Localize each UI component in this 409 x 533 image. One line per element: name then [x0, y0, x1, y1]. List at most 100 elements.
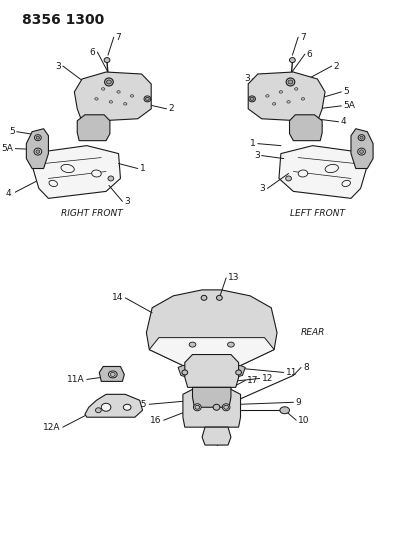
Text: 4: 4 [339, 117, 345, 126]
Ellipse shape [285, 176, 291, 181]
Ellipse shape [357, 148, 364, 155]
Text: 13: 13 [227, 273, 239, 282]
Text: 5A: 5A [342, 101, 354, 110]
Text: 1: 1 [249, 139, 255, 148]
Ellipse shape [123, 404, 131, 410]
Ellipse shape [95, 408, 101, 413]
Text: 3: 3 [244, 75, 249, 84]
Ellipse shape [285, 78, 294, 86]
Polygon shape [202, 427, 230, 445]
Polygon shape [278, 146, 366, 198]
Polygon shape [146, 290, 276, 366]
Text: 9: 9 [294, 398, 300, 407]
Text: 3: 3 [259, 184, 265, 193]
Text: 3: 3 [124, 197, 130, 206]
Ellipse shape [286, 101, 290, 103]
Ellipse shape [301, 98, 304, 100]
Ellipse shape [248, 96, 255, 102]
Ellipse shape [109, 101, 112, 103]
Ellipse shape [108, 371, 117, 378]
Polygon shape [184, 354, 238, 387]
Text: 16: 16 [150, 416, 162, 425]
Text: 2: 2 [168, 104, 174, 114]
Text: 5: 5 [342, 87, 348, 96]
Ellipse shape [356, 151, 363, 156]
Text: 10: 10 [297, 416, 309, 425]
Ellipse shape [104, 58, 110, 62]
Ellipse shape [194, 405, 199, 409]
Text: 6: 6 [306, 50, 312, 59]
Text: 2: 2 [333, 61, 339, 70]
Ellipse shape [194, 357, 200, 360]
Polygon shape [289, 115, 321, 141]
Ellipse shape [223, 405, 228, 409]
Ellipse shape [288, 80, 292, 84]
Ellipse shape [110, 373, 115, 376]
Text: 6: 6 [90, 47, 95, 56]
Text: 3: 3 [253, 151, 259, 160]
Ellipse shape [189, 342, 196, 347]
Text: REAR: REAR [300, 328, 324, 337]
Ellipse shape [279, 407, 289, 414]
Ellipse shape [289, 58, 294, 62]
Polygon shape [192, 387, 230, 407]
Ellipse shape [36, 150, 40, 154]
Ellipse shape [92, 170, 101, 177]
Ellipse shape [104, 78, 113, 86]
Ellipse shape [213, 404, 219, 410]
Polygon shape [99, 367, 124, 382]
Ellipse shape [201, 295, 207, 300]
Ellipse shape [222, 404, 229, 411]
Ellipse shape [357, 135, 364, 141]
Text: RIGHT FRONT: RIGHT FRONT [61, 209, 122, 218]
Ellipse shape [227, 342, 234, 347]
Text: 14: 14 [112, 293, 123, 302]
Ellipse shape [145, 98, 149, 100]
Ellipse shape [235, 370, 241, 375]
Polygon shape [85, 394, 142, 417]
Text: LEFT FRONT: LEFT FRONT [289, 209, 344, 218]
Ellipse shape [108, 176, 113, 181]
Text: 8: 8 [302, 363, 308, 372]
Ellipse shape [101, 88, 105, 90]
Ellipse shape [222, 357, 229, 360]
Text: 17: 17 [247, 376, 258, 385]
Ellipse shape [49, 180, 57, 187]
Ellipse shape [216, 295, 222, 300]
Text: 11A: 11A [67, 375, 85, 384]
Text: 12: 12 [261, 374, 272, 383]
Text: 7: 7 [299, 33, 305, 42]
Text: 1: 1 [139, 164, 145, 173]
Ellipse shape [272, 103, 275, 105]
Ellipse shape [34, 135, 41, 141]
Text: 5: 5 [9, 127, 15, 136]
Polygon shape [178, 366, 200, 379]
Polygon shape [77, 115, 110, 141]
Ellipse shape [94, 98, 98, 100]
Ellipse shape [359, 150, 363, 154]
Ellipse shape [117, 91, 120, 93]
Ellipse shape [36, 136, 39, 139]
Text: 11: 11 [285, 368, 297, 377]
Ellipse shape [106, 80, 111, 84]
Polygon shape [247, 72, 324, 122]
Ellipse shape [249, 98, 253, 100]
Polygon shape [26, 129, 48, 168]
Ellipse shape [193, 404, 201, 411]
Ellipse shape [101, 403, 110, 411]
Text: 12A: 12A [43, 423, 61, 432]
Ellipse shape [265, 95, 268, 97]
Polygon shape [32, 146, 120, 198]
Text: 3: 3 [55, 61, 61, 70]
Text: 7: 7 [115, 33, 121, 42]
Ellipse shape [182, 370, 187, 375]
Ellipse shape [144, 96, 151, 102]
Ellipse shape [123, 103, 127, 105]
Polygon shape [222, 366, 245, 379]
Ellipse shape [279, 91, 282, 93]
Ellipse shape [359, 136, 362, 139]
Text: 4: 4 [5, 189, 11, 198]
Ellipse shape [61, 164, 74, 173]
Ellipse shape [130, 95, 133, 97]
Polygon shape [350, 129, 372, 168]
